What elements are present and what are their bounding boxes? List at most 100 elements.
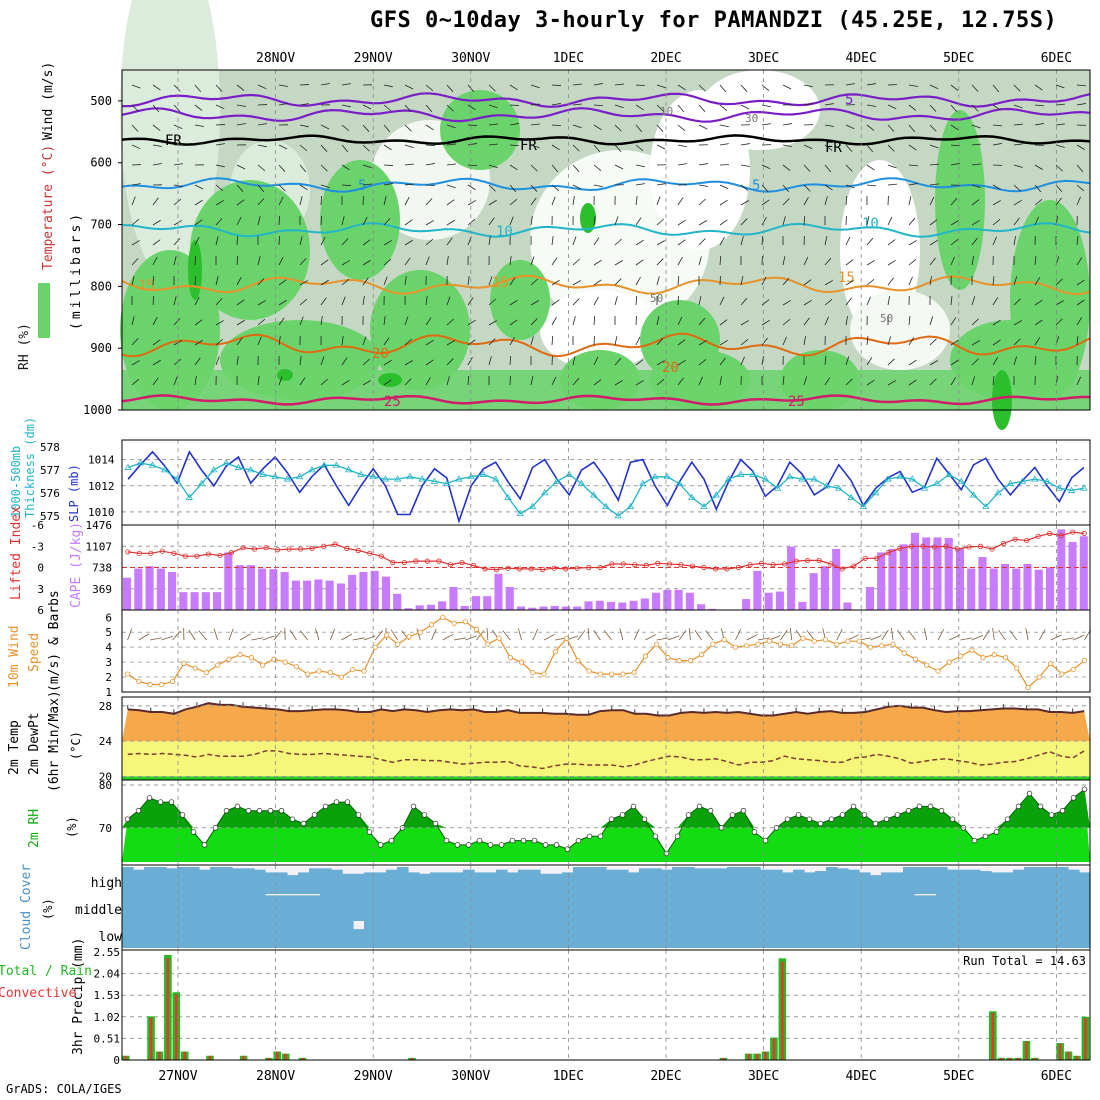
wind-barb <box>131 316 135 326</box>
cloud-bar-low <box>353 929 365 948</box>
precip-bar-convective <box>1008 1057 1011 1060</box>
precip-bar-convective <box>999 1057 1003 1060</box>
wind-barb <box>446 199 455 206</box>
wind-barb <box>236 104 246 107</box>
wind-barb <box>803 215 806 226</box>
wind10-point <box>800 635 806 641</box>
wind-barb <box>782 84 792 90</box>
cloud-bar-high <box>430 872 442 894</box>
wind10-point <box>867 644 874 650</box>
cloud-bar-low <box>991 921 1003 948</box>
wind-barb <box>929 163 939 166</box>
date-label-bottom: 5DEC <box>943 1069 974 1084</box>
wind-barb <box>236 216 242 226</box>
wind10-barb <box>897 629 905 641</box>
cape-bar <box>280 571 289 610</box>
wind-barb <box>362 216 368 226</box>
wind-barb <box>320 83 330 86</box>
cape-bar <box>550 605 559 610</box>
cape-bar <box>708 608 717 610</box>
wind10-barb <box>1061 637 1074 641</box>
wind-barb <box>635 336 641 346</box>
wind-barb <box>173 296 177 306</box>
thickness-line <box>127 462 1085 517</box>
cloud-bar-middle <box>364 894 376 921</box>
wind-barb <box>593 237 600 246</box>
wind-barb <box>425 359 434 366</box>
cloud-bar-high <box>804 872 816 894</box>
wind-barb <box>572 124 582 129</box>
wind-barb <box>698 296 702 306</box>
lifted-index-point <box>136 550 142 556</box>
wind-barb <box>803 196 809 206</box>
cape-bar <box>843 602 852 610</box>
cloud-bar-high <box>320 868 332 894</box>
cape-bar <box>516 606 526 610</box>
wind-barb <box>992 104 1001 111</box>
wind-barb <box>1013 199 1022 206</box>
cloud-bar-middle <box>1068 894 1080 921</box>
wind-barb <box>152 219 161 226</box>
cloud-bar-middle <box>562 894 574 921</box>
wind10-barb <box>150 637 162 641</box>
wind10-point <box>170 678 176 685</box>
wind-barb <box>194 339 203 346</box>
lifted-index-point <box>240 545 246 551</box>
wind-barb <box>866 216 870 226</box>
wind-barb <box>383 104 392 112</box>
thickness-point <box>541 489 549 496</box>
precip-bar-convective <box>166 958 170 1060</box>
wind10-barb <box>769 635 781 641</box>
rh2m-point <box>872 820 879 827</box>
cape-bar <box>753 570 762 610</box>
date-label-top: 3DEC <box>748 51 779 66</box>
wind-barb <box>446 124 456 129</box>
lifted-index-point <box>563 566 569 572</box>
thickness-point <box>749 470 757 477</box>
wind10-barb <box>442 633 454 641</box>
isotherm-label: 15 <box>138 278 155 294</box>
rh2m-point <box>179 812 186 818</box>
cloud-bar-middle <box>342 894 354 921</box>
wind-barb <box>131 338 139 346</box>
cloud-level-label: low <box>99 930 123 945</box>
lifted-index-point <box>770 562 776 568</box>
isotherm-label: 15 <box>492 275 509 291</box>
cloud-bar-middle <box>155 894 167 921</box>
wind-barb <box>299 144 308 152</box>
rh2m-point <box>861 812 868 818</box>
wind10-point <box>687 658 694 664</box>
cloud-bar-middle <box>617 894 629 921</box>
cloud-bar-middle <box>694 894 706 921</box>
lifted-index-point <box>678 562 684 568</box>
isotherm-10 <box>121 222 1091 238</box>
wind-barb <box>425 376 431 386</box>
wind10-barb <box>374 630 383 641</box>
wind-barb <box>278 84 288 87</box>
cloud-bar-high <box>980 871 992 894</box>
cloud-bar-middle <box>551 894 563 921</box>
wind-barb <box>299 124 309 128</box>
cape-bar <box>1023 563 1032 610</box>
wind-barb <box>152 256 158 266</box>
wind-barb <box>677 359 686 366</box>
wind-barb <box>1055 103 1065 106</box>
wind-barb <box>1013 104 1023 109</box>
cloud-bar-low <box>903 921 915 948</box>
cloud-bar-high <box>738 867 750 894</box>
cape-bar <box>258 568 267 610</box>
wind-barb <box>719 124 729 128</box>
thickness-tick-label: 576 <box>40 487 60 500</box>
lifted-index-point <box>1047 530 1053 537</box>
rh-moist-region <box>440 90 520 170</box>
date-label-bottom: 27NOV <box>158 1069 197 1084</box>
cloud-bar-high <box>177 867 189 894</box>
cloud-bar-middle <box>276 895 288 921</box>
wind-barb <box>467 375 470 386</box>
wind10-point <box>676 658 682 664</box>
cloud-bar-middle <box>628 894 640 921</box>
lifted-index-point <box>920 543 926 549</box>
lifted-index-point <box>816 557 822 564</box>
wind-barb <box>1013 143 1023 146</box>
wind-barb <box>761 184 769 192</box>
